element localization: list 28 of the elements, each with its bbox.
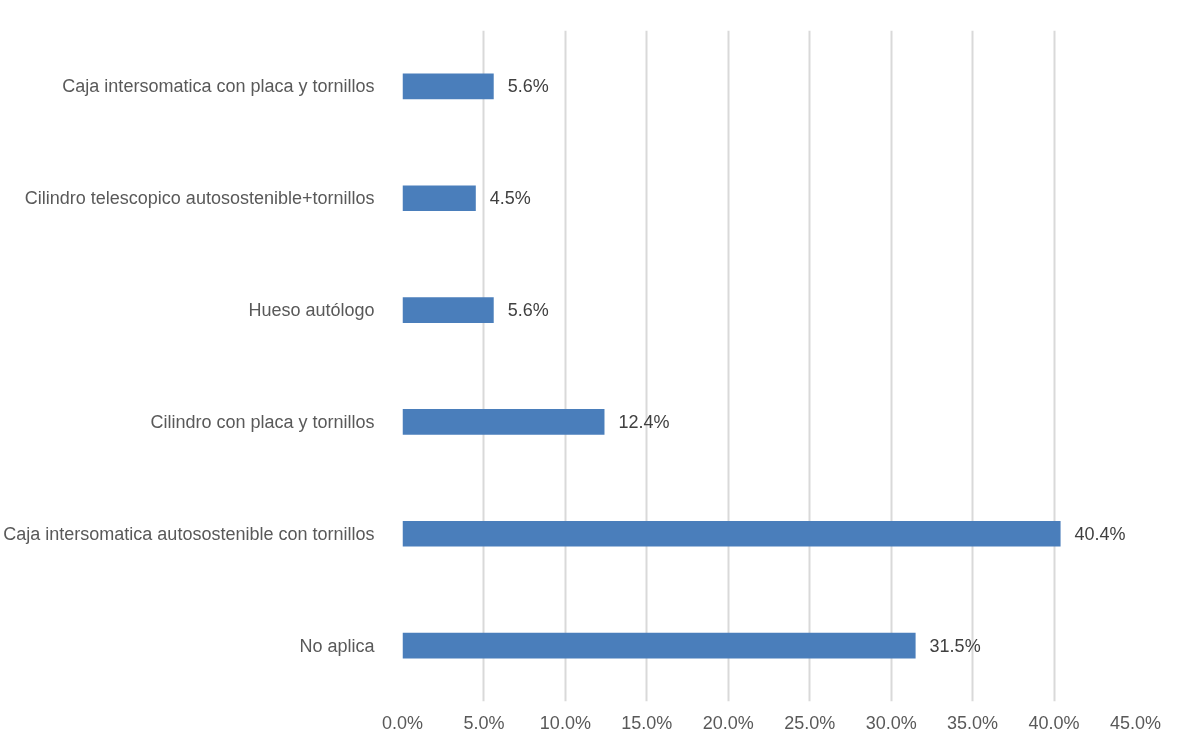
- bar: [402, 297, 494, 323]
- x-tick-label: 45.0%: [1109, 712, 1162, 733]
- y-tick-label: Caja intersomatica autosostenible con tornillos: [3, 523, 375, 544]
- y-tick-label: Caja intersomatica con placa y tornillos: [62, 76, 375, 97]
- y-tick-label: Hueso autólogo: [248, 300, 375, 321]
- data-label: 5.6%: [507, 76, 549, 97]
- bar: [402, 632, 916, 659]
- x-tick-label: 5.0%: [463, 712, 505, 733]
- data-label: 12.4%: [618, 411, 670, 432]
- bar: [402, 520, 1061, 547]
- bar: [402, 409, 605, 435]
- data-label: 5.6%: [507, 300, 549, 321]
- data-label: 4.5%: [489, 188, 531, 209]
- x-tick-label: 20.0%: [702, 712, 754, 733]
- x-tick-label: 40.0%: [1028, 712, 1080, 733]
- bar: [402, 73, 494, 100]
- x-tick-label: 0.0%: [381, 712, 424, 733]
- y-tick-label: Cilindro con placa y tornillos: [150, 411, 375, 432]
- x-tick-label: 15.0%: [621, 712, 673, 733]
- data-label: 31.5%: [929, 635, 981, 656]
- y-tick-label: No aplica: [299, 635, 376, 656]
- bar: [402, 185, 476, 212]
- x-tick-label: 25.0%: [784, 712, 836, 733]
- x-tick-label: 10.0%: [539, 712, 591, 733]
- x-tick-label: 35.0%: [947, 712, 999, 733]
- y-tick-label: Cilindro telescopico autosostenible+tornillos: [24, 188, 375, 209]
- x-tick-label: 30.0%: [865, 712, 917, 733]
- data-label: 40.4%: [1074, 523, 1126, 544]
